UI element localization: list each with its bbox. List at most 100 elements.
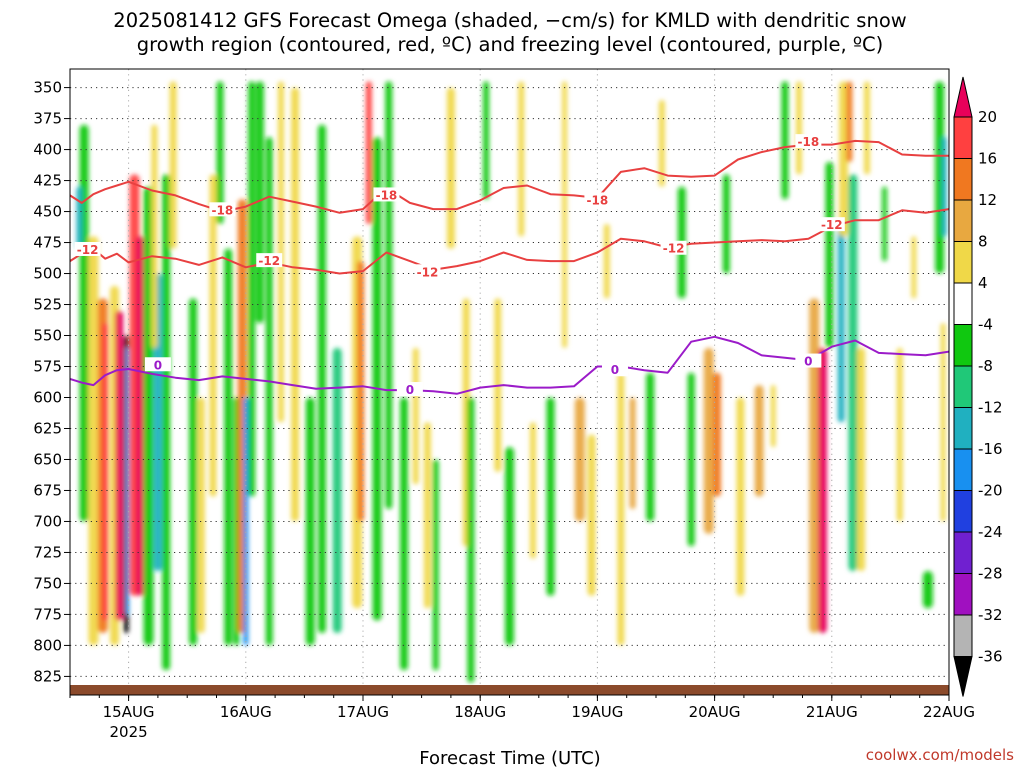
- contour-label: 0: [154, 358, 162, 372]
- colorbar-segment: [953, 241, 973, 284]
- shading-streak: [102, 323, 109, 621]
- grid-lines: [70, 69, 949, 695]
- shading-streak: [265, 137, 273, 646]
- credit-text: coolwx.com/models: [866, 746, 1014, 764]
- shading-streak: [795, 81, 802, 175]
- shading-streak: [658, 99, 665, 187]
- shading-streak: [562, 81, 568, 348]
- x-tick-label: 17AUG: [337, 703, 389, 721]
- colorbar-tick-label: -20: [978, 482, 1003, 500]
- colorbar-tick-label: -32: [978, 606, 1003, 624]
- contour-label-bg: [373, 187, 400, 202]
- x-axis-label: Forecast Time (UTC): [419, 748, 600, 768]
- colorbar-tick-label: 4: [978, 274, 988, 292]
- x-tick-label: 21AUG: [806, 703, 858, 721]
- shading-streak: [617, 372, 625, 646]
- shading-streak: [115, 310, 124, 621]
- shading-streak: [940, 323, 946, 522]
- shading-streak: [896, 347, 903, 522]
- colorbar-segment: [953, 531, 973, 574]
- shading-streak: [629, 397, 636, 510]
- shading-streak: [151, 124, 158, 348]
- y-tick-label: 400: [33, 141, 62, 159]
- shading-streak: [911, 236, 917, 299]
- shading-streak: [79, 124, 89, 522]
- contour-label-bg: [209, 202, 236, 217]
- shading-streak: [809, 298, 820, 634]
- y-tick-label: 825: [33, 667, 62, 685]
- colorbar-tick-label: -8: [978, 357, 993, 375]
- shading-streak: [317, 124, 326, 634]
- shading-streak: [76, 186, 83, 249]
- colorbar-segment: [953, 324, 973, 367]
- shading-streak: [332, 347, 342, 634]
- colorbar-top-triangle: [953, 76, 973, 118]
- x-tick-label: 15AUG: [103, 703, 155, 721]
- shading-streak: [646, 372, 655, 522]
- contour-label: -12: [821, 218, 843, 232]
- shading-streak: [224, 248, 233, 646]
- shading-streaks: [76, 81, 947, 683]
- contour-label: -12: [77, 243, 99, 257]
- shading-streak: [135, 236, 145, 596]
- shading-streak: [882, 186, 888, 262]
- y-tick-label: 750: [33, 574, 62, 592]
- shading-streak: [863, 81, 870, 175]
- shading-streak: [423, 422, 431, 609]
- y-tick-label: 575: [33, 358, 62, 376]
- shading-streak: [432, 459, 439, 671]
- contour-line-dgz_neg18: [70, 139, 949, 214]
- shading-streak: [736, 397, 745, 596]
- contour-line-freezing_0: [70, 335, 949, 395]
- shading-streak: [817, 347, 827, 634]
- contour-label: 0: [804, 355, 812, 369]
- shading-streak: [703, 347, 714, 534]
- shading-streak: [546, 397, 555, 596]
- y-axis: 350 375 400 425 450 475 500 525 550 575 600 625 650 6…: [33, 79, 70, 685]
- contour-label-bg: [818, 217, 845, 232]
- x-tick-label: 16AUG: [220, 703, 272, 721]
- y-tick-label: 625: [33, 419, 62, 437]
- contour-label: 0: [611, 363, 619, 377]
- ground-strip: [70, 685, 949, 695]
- shading-streak: [385, 81, 393, 510]
- y-tick-label: 600: [33, 388, 62, 406]
- colorbar-segment: [953, 614, 973, 657]
- contour-line-dgz_neg12: [70, 208, 949, 275]
- shading-streak: [365, 81, 372, 224]
- y-tick-label: 450: [33, 203, 62, 221]
- colorbar-tick-label: -24: [978, 523, 1003, 541]
- contour-lines: -18 -18 -18 -18 -12 -12 -12 -12 -12 0 0 0 0: [70, 134, 949, 397]
- shading-streak: [372, 137, 382, 621]
- x-tick-label: 22AUG: [923, 703, 975, 721]
- shading-streak: [781, 81, 789, 200]
- contour-label: -12: [417, 265, 439, 279]
- shading-streak: [922, 571, 933, 609]
- shading-streak: [467, 397, 475, 683]
- shading-streak: [197, 397, 205, 634]
- x-tick-label: 18AUG: [454, 703, 506, 721]
- shading-streak: [603, 223, 610, 299]
- shading-streak: [412, 347, 419, 485]
- contour-label: -12: [258, 254, 280, 268]
- shading-streak: [848, 174, 858, 572]
- shading-streak: [837, 223, 845, 423]
- shading-streak: [357, 261, 365, 522]
- shading-streak: [518, 81, 525, 237]
- shading-streak: [505, 447, 514, 646]
- shading-streak: [754, 385, 764, 497]
- y-tick-label: 725: [33, 543, 62, 561]
- y-tick-label: 675: [33, 481, 62, 499]
- colorbar-segment: [953, 116, 973, 159]
- colorbar-tick-label: 8: [978, 233, 988, 251]
- y-tick-label: 775: [33, 605, 62, 623]
- colorbar-tick-label: 12: [978, 191, 997, 209]
- colorbar-tick-label: -4: [978, 316, 993, 334]
- contour-label-bg: [396, 382, 423, 397]
- shading-streak: [839, 81, 849, 237]
- colorbar-tick-label: -28: [978, 565, 1003, 583]
- colorbar-tick-label: 20: [978, 108, 997, 126]
- shading-streak: [712, 372, 721, 497]
- colorbar-segment: [953, 282, 973, 325]
- x-tick-label: 19AUG: [571, 703, 623, 721]
